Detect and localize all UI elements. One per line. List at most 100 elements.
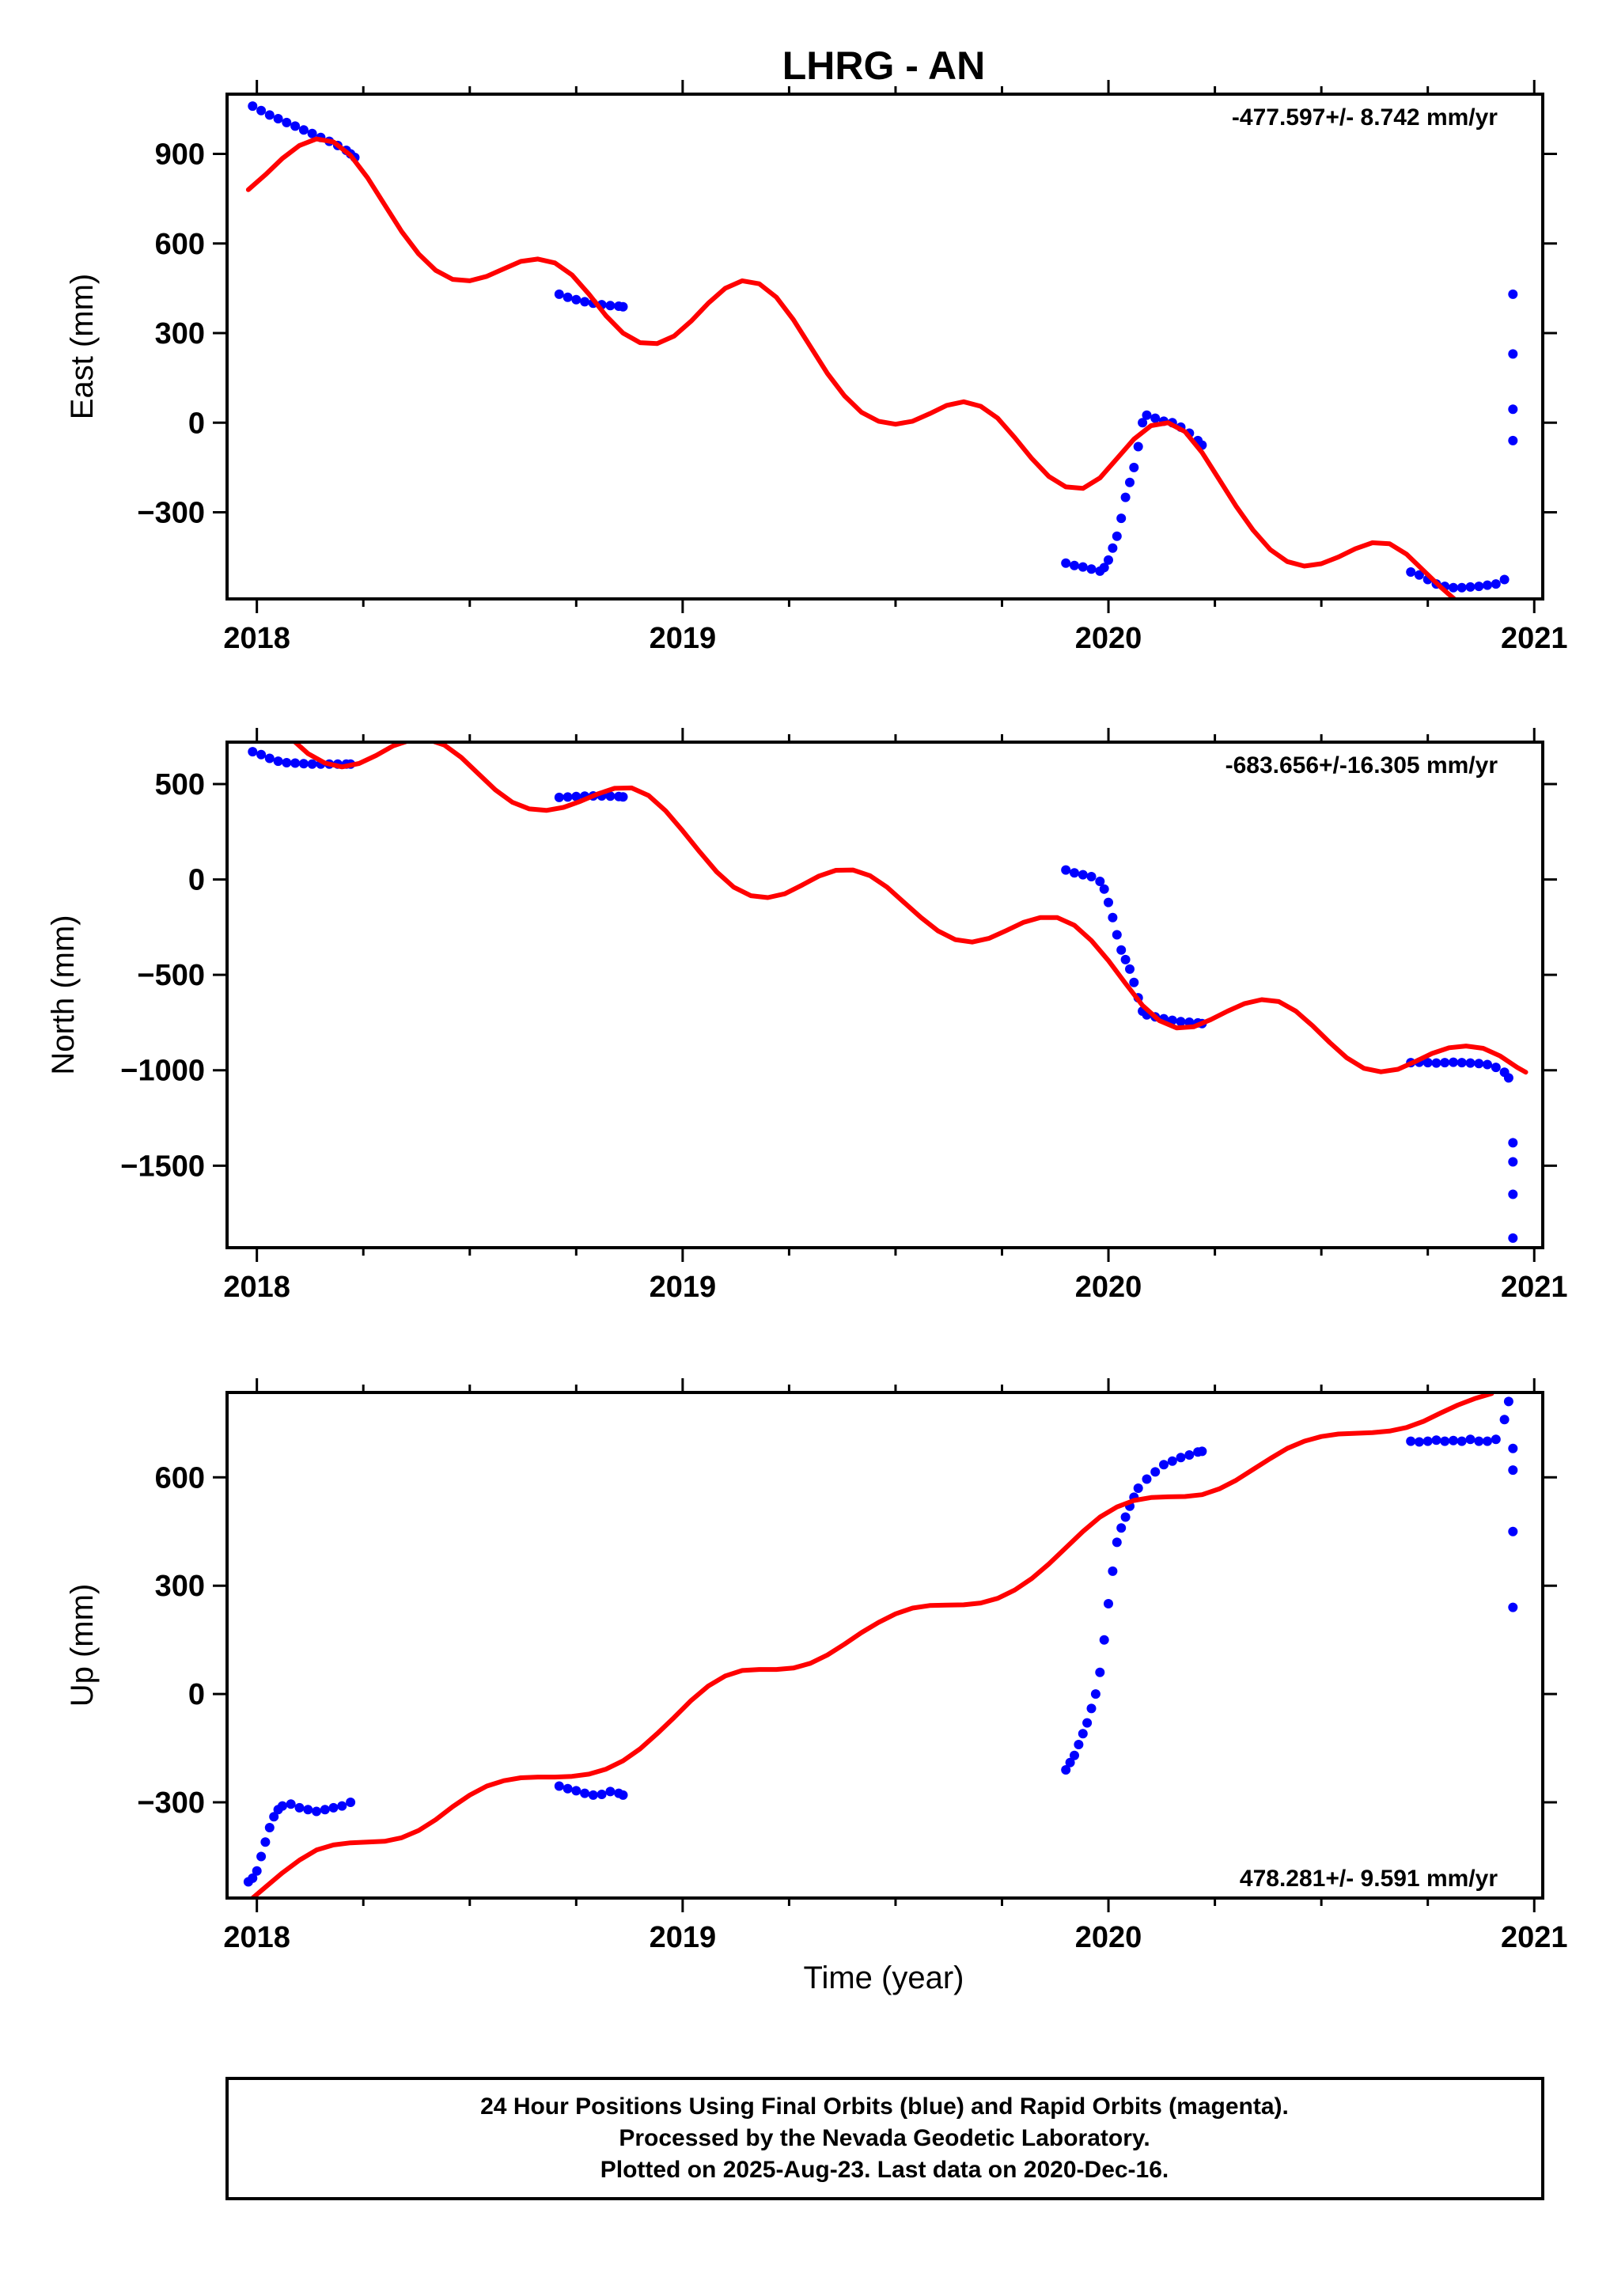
north-observed-point <box>1120 954 1131 964</box>
up-observed-point <box>1414 1437 1424 1447</box>
up-observed-point <box>1142 1474 1152 1484</box>
up-observed-point <box>252 1866 262 1876</box>
east-y-tick-label: 600 <box>155 228 205 261</box>
east-observed-point <box>1070 560 1079 570</box>
north-y-tick-label: −1000 <box>120 1055 205 1088</box>
footer-frame <box>225 2077 1544 2200</box>
up-observed-point <box>580 1788 590 1798</box>
north-y-tick-label: −500 <box>137 959 205 992</box>
up-x-tick-label: 2019 <box>650 1921 717 1954</box>
up-observed-point <box>1086 1703 1097 1714</box>
north-observed-point <box>282 758 292 767</box>
north-observed-point <box>1422 1058 1433 1068</box>
east-observed-point <box>1138 418 1148 428</box>
east-observed-point <box>1061 558 1071 568</box>
east-plot-frame <box>225 93 1544 601</box>
east-observed-point <box>1129 462 1139 472</box>
east-y-tick-label: −300 <box>137 497 205 530</box>
east-observed-point <box>1465 582 1476 592</box>
east-observed-point <box>1133 441 1143 452</box>
up-observed-point <box>256 1851 267 1862</box>
north-observed-point <box>1483 1059 1492 1070</box>
up-observed-point <box>1440 1436 1450 1446</box>
up-observed-point <box>1449 1435 1458 1445</box>
east-observed-point <box>1108 543 1118 553</box>
up-observed-point <box>1090 1689 1100 1699</box>
panel-up: 2018 2019 2020 2021 −300 0 300 600 Up (mm) 478.… <box>65 1378 1568 1954</box>
up-observed-point <box>1508 1526 1518 1536</box>
up-observed-point <box>1159 1460 1169 1470</box>
up-observed-point <box>328 1802 339 1813</box>
north-observed-point <box>1112 930 1122 940</box>
north-observed-point <box>1086 872 1097 881</box>
up-observed-point <box>605 1786 616 1797</box>
up-observed-point <box>554 1781 564 1791</box>
north-observed-point <box>307 759 317 769</box>
up-observed-point <box>1078 1729 1088 1739</box>
east-observed-point <box>580 297 590 307</box>
east-y-tick-label: 300 <box>155 317 205 350</box>
east-observed-point <box>1104 555 1113 565</box>
east-model-curve <box>245 136 1458 599</box>
up-observed-point <box>269 1812 279 1822</box>
up-observed-point <box>1499 1415 1510 1425</box>
east-observed-point <box>1112 531 1122 541</box>
east-observed-point <box>605 301 616 311</box>
up-observed-point <box>1116 1523 1127 1533</box>
north-observed-point <box>1116 945 1127 955</box>
footer-line-1: 24 Hour Positions Using Final Orbits (bl… <box>480 2093 1289 2120</box>
up-observed-point <box>1431 1435 1441 1445</box>
east-axis-label: East (mm) <box>65 274 100 419</box>
up-observed-point <box>1133 1483 1143 1493</box>
east-observed-point <box>1483 580 1492 590</box>
up-observed-point <box>1120 1512 1131 1522</box>
north-observed-point <box>248 747 258 757</box>
north-observed-point <box>264 753 275 763</box>
up-axis-label: Up (mm) <box>65 1584 100 1707</box>
up-observed-point <box>571 1786 581 1796</box>
east-observed-point <box>563 292 573 302</box>
east-y-tick-label: 0 <box>188 407 205 440</box>
east-observed-point <box>307 128 317 138</box>
up-observed-point <box>1508 1602 1518 1612</box>
up-observed-point <box>1422 1436 1433 1446</box>
north-axis-label: North (mm) <box>46 915 81 1074</box>
up-observed-point <box>1508 1465 1518 1476</box>
up-observed-point <box>1074 1740 1084 1749</box>
up-observed-point <box>1065 1757 1075 1767</box>
east-observed-point <box>1508 349 1518 359</box>
east-observed-point <box>1499 574 1510 585</box>
north-observed-point <box>1491 1063 1501 1073</box>
north-x-tick-label: 2018 <box>223 1271 290 1304</box>
up-observed-point <box>260 1837 271 1847</box>
up-observed-point <box>1095 1667 1105 1677</box>
east-observed-point <box>1491 579 1501 589</box>
up-observed-point <box>320 1805 330 1815</box>
north-observed-point <box>273 756 283 767</box>
up-observed-point <box>1108 1566 1118 1576</box>
up-observed-point <box>312 1806 321 1817</box>
up-observed-point <box>1197 1446 1207 1457</box>
north-observed-point <box>1061 865 1071 875</box>
chart-title: LHRG - AN <box>782 44 985 88</box>
panel-east: 2018 2019 2020 2021 −300 0 300 600 900 East (mm)… <box>65 80 1568 655</box>
north-observed-point <box>1078 870 1088 880</box>
north-y-tick-label: 0 <box>188 864 205 897</box>
north-observed-point <box>1176 1017 1186 1027</box>
north-observed-point <box>605 791 616 801</box>
up-observed-point <box>1061 1765 1071 1775</box>
north-observed-point <box>298 759 309 769</box>
footer-line-3: Plotted on 2025-Aug-23. Last data on 202… <box>600 2157 1169 2183</box>
panel-north: 2018 2019 2020 2021 −1500 −1000 −500 0 500 North… <box>46 728 1568 1304</box>
north-observed-point <box>571 791 581 801</box>
up-observed-point <box>1112 1537 1122 1548</box>
up-y-tick-label: 0 <box>188 1678 205 1711</box>
up-rate-label: 478.281+/- 9.591 mm/yr <box>1240 1866 1498 1892</box>
east-observed-point <box>1406 567 1416 577</box>
up-observed-point <box>618 1790 628 1800</box>
north-observed-point <box>1474 1059 1484 1069</box>
north-observed-point <box>1508 1157 1518 1167</box>
east-observed-point <box>298 125 309 135</box>
up-observed-point <box>1082 1718 1093 1728</box>
